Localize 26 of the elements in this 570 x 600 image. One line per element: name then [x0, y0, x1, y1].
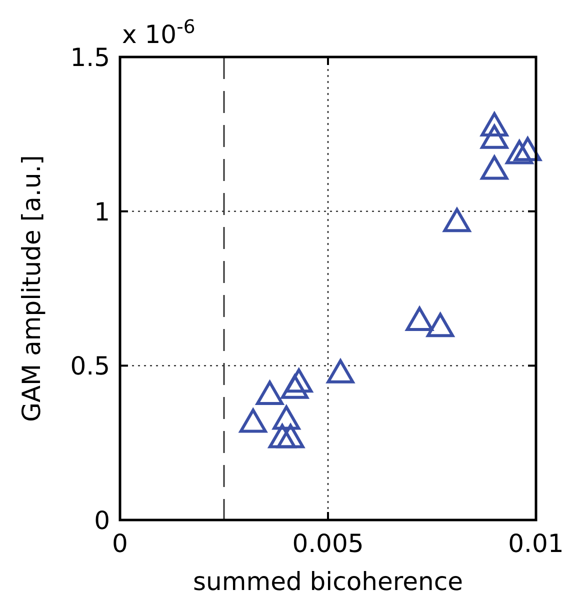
point: [268, 424, 296, 448]
point: [285, 368, 313, 393]
y-axis-title: GAM amplitude [a.u.]: [17, 155, 46, 422]
point: [506, 140, 534, 164]
point: [272, 405, 300, 430]
y-tick-label: 0: [94, 506, 110, 535]
point: [239, 408, 267, 433]
point: [480, 155, 508, 180]
x-axis-title: summed bicoherence: [193, 567, 463, 596]
point: [514, 136, 542, 162]
y-tick-label: 1.5: [70, 43, 110, 72]
point: [480, 112, 508, 136]
y-tick-label: 1: [94, 197, 110, 226]
text: x 10$^{-6}$: [122, 16, 196, 49]
point: [276, 424, 304, 448]
point: [480, 124, 508, 149]
x-tick-label: 0.005: [292, 529, 364, 558]
point: [443, 208, 471, 232]
point: [406, 306, 434, 331]
point: [326, 359, 354, 384]
point: [426, 312, 454, 338]
point: [256, 380, 284, 406]
x-tick-label: 0.01: [508, 529, 564, 558]
x-tick-label: 0: [112, 529, 128, 558]
y-tick-label: 0.5: [70, 352, 110, 381]
point: [280, 374, 308, 399]
